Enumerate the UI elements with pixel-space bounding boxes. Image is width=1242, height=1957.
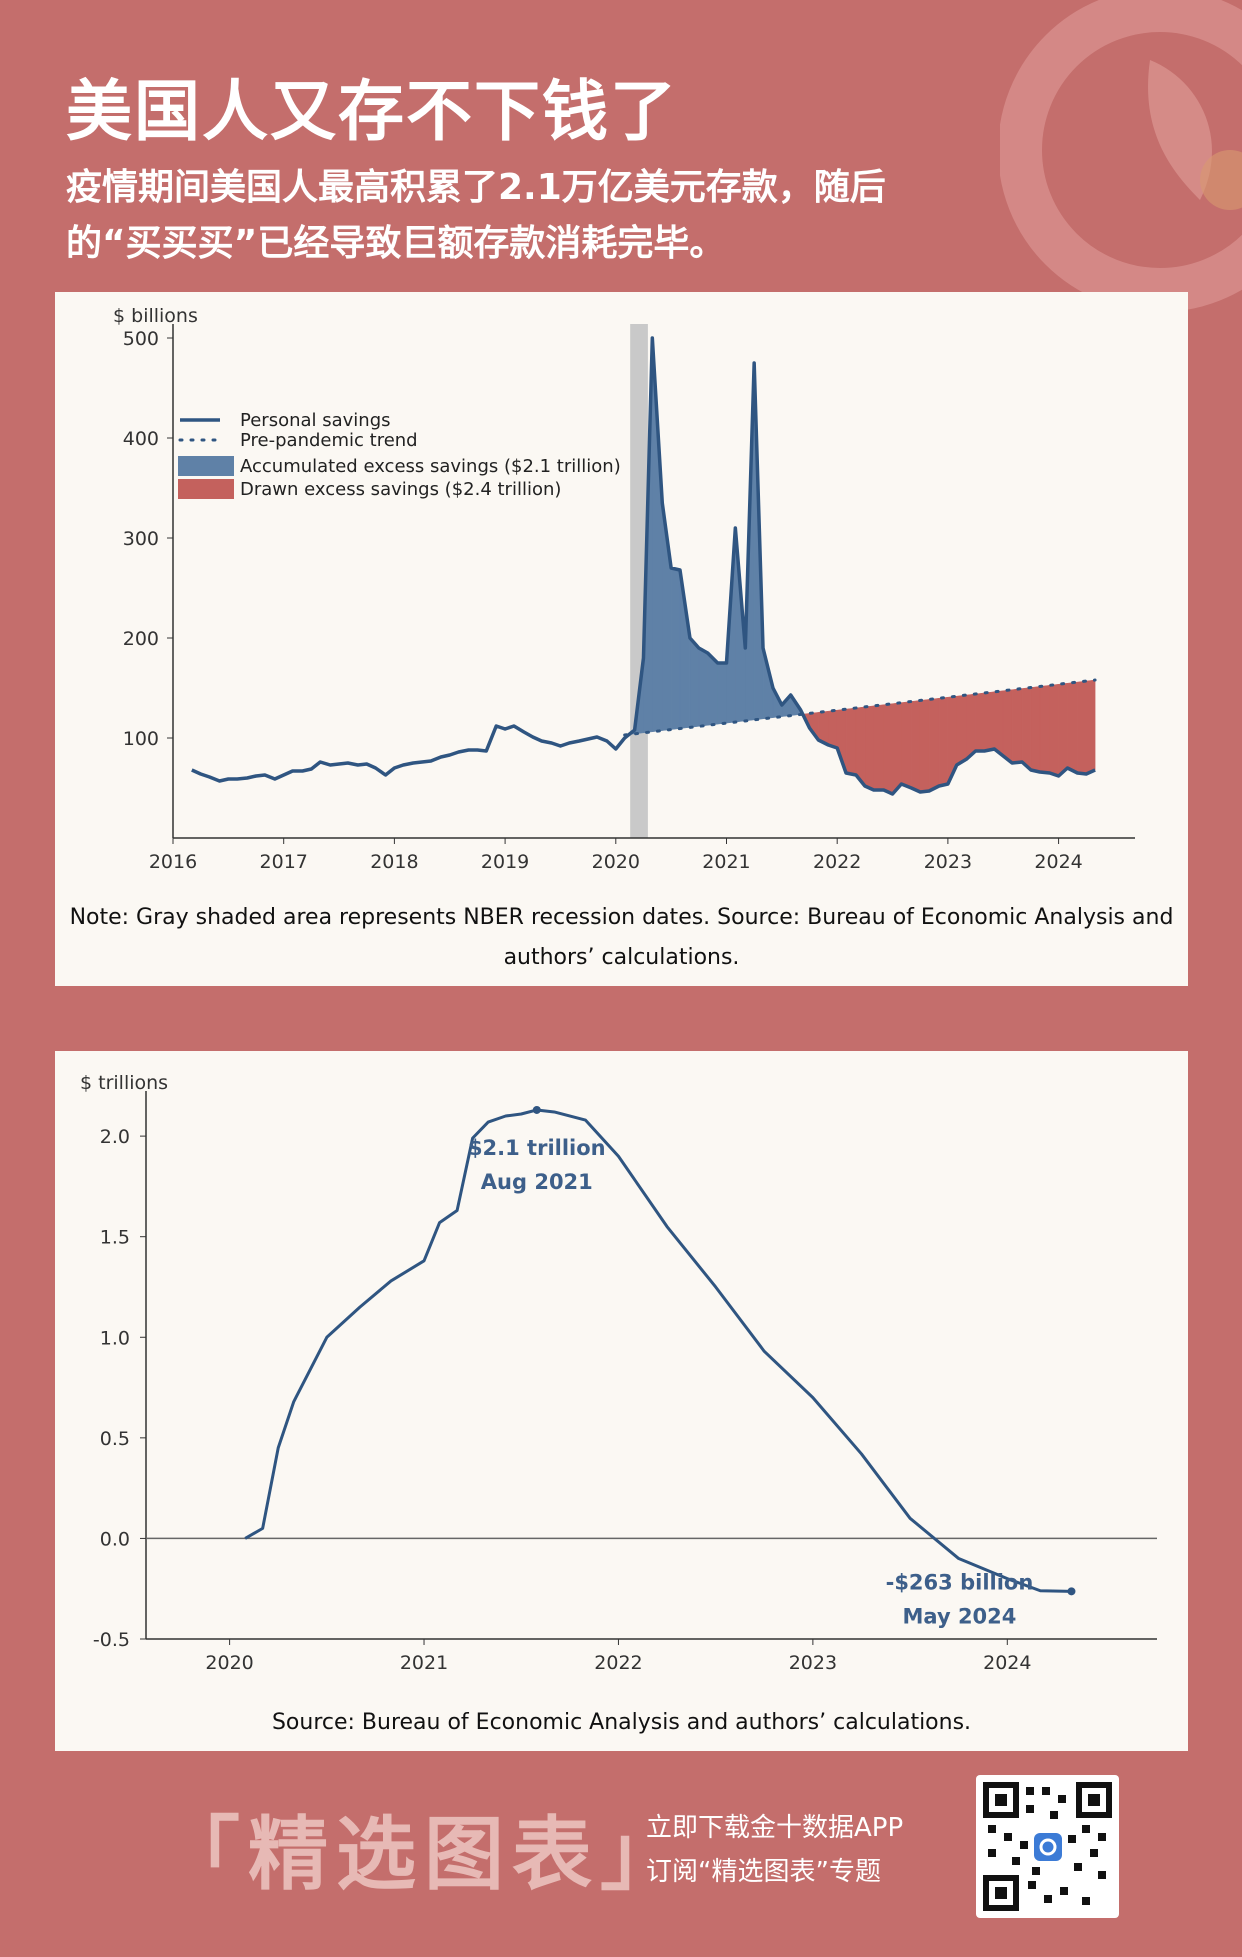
- legend-label: Personal savings: [240, 410, 391, 431]
- excess-savings-fill: [911, 700, 921, 793]
- y-tick-label: 2.0: [100, 1126, 130, 1148]
- excess-savings-fill: [698, 647, 708, 727]
- annotation-label: $2.1 trillion: [468, 1136, 606, 1160]
- brand-logo-decoration: [1000, 0, 1242, 310]
- excess-savings-fill: [689, 637, 700, 728]
- excess-savings-fill: [670, 567, 681, 730]
- excess-savings-fill: [1086, 679, 1096, 775]
- x-tick-label: 2023: [789, 1652, 837, 1674]
- y-axis-label: $ trillions: [80, 1072, 168, 1094]
- excess-savings-fill: [883, 703, 893, 795]
- x-tick-label: 2020: [205, 1652, 253, 1674]
- excess-savings-fill: [966, 693, 976, 760]
- y-tick-label: 500: [123, 328, 159, 350]
- legend-label: Pre-pandemic trend: [240, 430, 418, 451]
- annotation-point: [1067, 1587, 1076, 1596]
- y-tick-label: 0.0: [100, 1528, 130, 1550]
- y-tick-label: -0.5: [93, 1629, 130, 1651]
- footer-cta[interactable]: 立即下载金十数据APP 订阅“精选图表”专题: [646, 1806, 946, 1894]
- excess-savings-fill: [928, 697, 940, 792]
- chart2-note: Source: Bureau of Economic Analysis and …: [271, 1710, 972, 1735]
- x-tick-label: 2016: [149, 851, 197, 873]
- qr-code[interactable]: [976, 1775, 1119, 1918]
- excess-savings-fill: [1021, 687, 1032, 771]
- excess-savings-chart: $ trillions -0.5 0.0 0.5 1.0 1.5 2.0 2020 2021 20…: [80, 1072, 1157, 1674]
- annotation-label: -$263 billion: [886, 1570, 1034, 1594]
- x-tick-label: 2022: [594, 1652, 642, 1674]
- x-tick-label: 2022: [813, 851, 861, 873]
- x-tick-label: 2021: [400, 1652, 448, 1674]
- y-tick-label: 1.0: [100, 1327, 130, 1349]
- pre-pandemic-trend-line: [623, 678, 1097, 737]
- page-subtitle: 疫情期间美国人最高积累了2.1万亿美元存款，随后的“买买买”已经导致巨额存款消耗…: [66, 167, 886, 264]
- x-tick-label: 2021: [702, 851, 750, 873]
- annotation-label: May 2024: [903, 1604, 1017, 1628]
- x-tick-label: 2019: [481, 851, 529, 873]
- excess-savings-fill: [717, 662, 727, 725]
- personal-savings-chart: $ billions 100 200 300 400 500 2016 2017 2018 201…: [113, 305, 1135, 873]
- excess-savings-fill: [1002, 689, 1013, 764]
- excess-savings-fill: [975, 692, 985, 752]
- excess-savings-fill: [864, 705, 874, 791]
- excess-savings-fill: [1067, 681, 1078, 774]
- x-tick-label: 2023: [924, 851, 972, 873]
- y-tick-label: 200: [123, 628, 159, 650]
- excess-savings-fill: [1058, 682, 1068, 777]
- legend-label: Accumulated excess savings ($2.1 trillio…: [240, 456, 621, 477]
- excess-savings-line: [244, 1108, 1072, 1593]
- excess-savings-fill: [901, 701, 912, 789]
- excess-savings-fill: [1039, 685, 1050, 774]
- excess-savings-fill: [1011, 688, 1023, 764]
- savings-chart-panel: $ billions 100 200 300 400 500 2016 2017 2018 201…: [55, 292, 1188, 986]
- y-tick-label: 300: [123, 528, 159, 550]
- y-tick-label: 400: [123, 428, 159, 450]
- legend-label: Drawn excess savings ($2.4 trillion): [240, 479, 561, 500]
- y-tick-label: 1.5: [100, 1227, 130, 1249]
- excess-savings-fill: [828, 709, 838, 749]
- excess-savings-fill: [1049, 683, 1059, 777]
- qr-code-icon: [983, 1782, 1112, 1911]
- legend-swatch-blue: [178, 456, 234, 476]
- excess-savings-fill: [994, 690, 1004, 757]
- personal-savings-line: [191, 336, 1096, 796]
- excess-savings-fill: [984, 691, 995, 752]
- x-tick-label: 2018: [370, 851, 418, 873]
- excess-savings-chart-panel: $ trillions -0.5 0.0 0.5 1.0 1.5 2.0 2020 2021 20…: [55, 1051, 1188, 1751]
- footer-brand: 「精选图表」: [160, 1808, 688, 1901]
- excess-savings-fill: [938, 696, 949, 787]
- excess-savings-fill: [919, 699, 930, 793]
- excess-savings-fill: [873, 704, 884, 791]
- excess-savings-fill: [1077, 680, 1087, 775]
- excess-savings-fill: [892, 702, 902, 795]
- excess-savings-fill: [1030, 686, 1041, 773]
- x-tick-label: 2017: [260, 851, 308, 873]
- y-tick-label: 100: [123, 728, 159, 750]
- legend-swatch-red: [178, 479, 234, 499]
- annotation-label: Aug 2021: [481, 1170, 593, 1194]
- excess-savings-fill: [845, 707, 857, 776]
- footer-cta-line2: 订阅“精选图表”专题: [646, 1857, 881, 1887]
- chart1-note: Note: Gray shaded area represents NBER r…: [69, 905, 1174, 970]
- excess-savings-fill: [956, 694, 967, 766]
- page-title: 美国人又存不下钱了: [66, 73, 678, 150]
- footer-cta-line1: 立即下载金十数据APP: [646, 1813, 904, 1843]
- x-tick-label: 2024: [1034, 851, 1082, 873]
- y-tick-label: 0.5: [100, 1428, 130, 1450]
- annotation-point: [532, 1105, 541, 1114]
- x-tick-label: 2024: [983, 1652, 1031, 1674]
- x-tick-label: 2020: [592, 851, 640, 873]
- y-axis-label: $ billions: [113, 305, 198, 327]
